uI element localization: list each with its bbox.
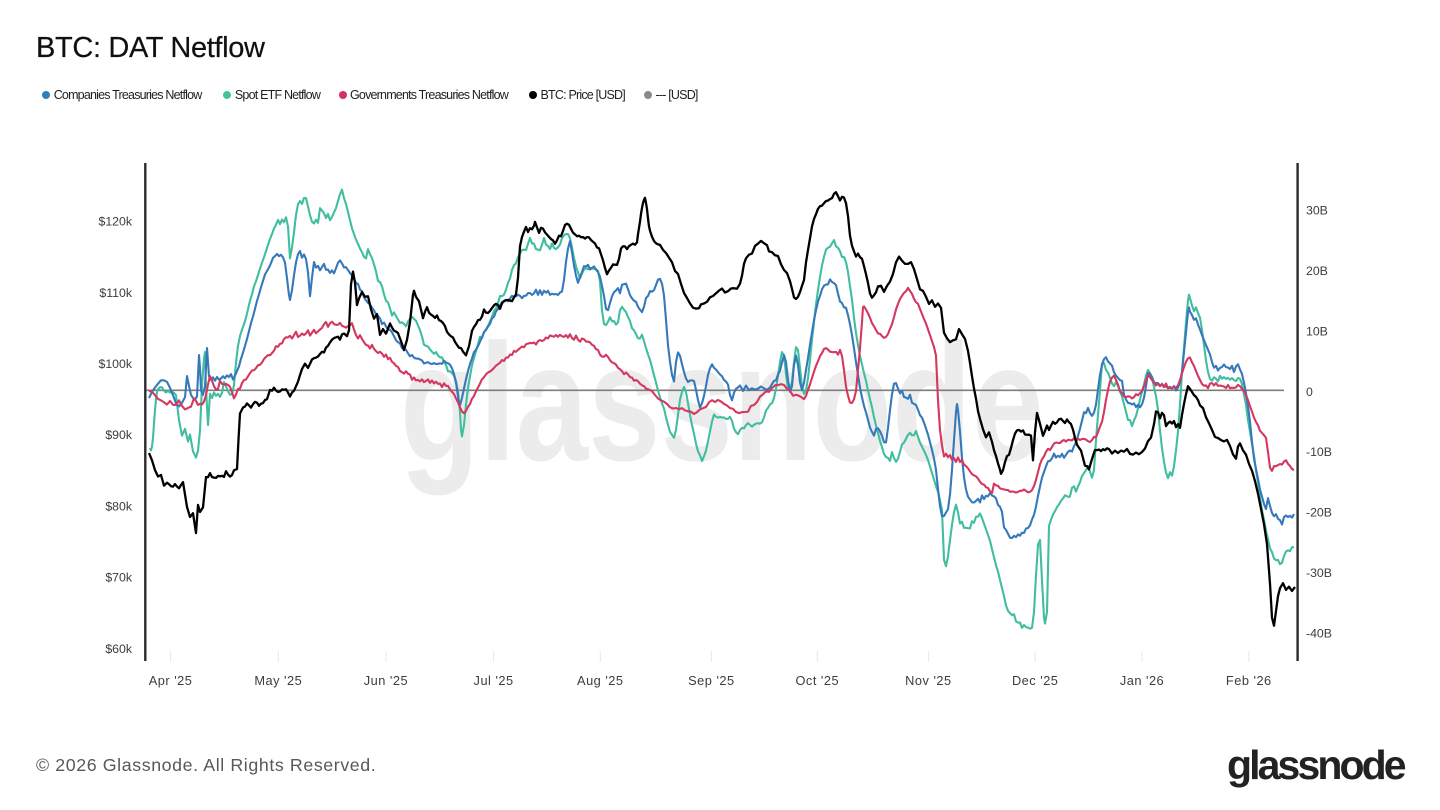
svg-text:Jun '25: Jun '25 bbox=[364, 673, 408, 688]
svg-text:May '25: May '25 bbox=[254, 673, 302, 688]
svg-text:Nov '25: Nov '25 bbox=[905, 673, 952, 688]
svg-text:0: 0 bbox=[1306, 385, 1313, 399]
svg-text:Dec '25: Dec '25 bbox=[1012, 673, 1059, 688]
svg-text:20B: 20B bbox=[1306, 264, 1328, 278]
svg-text:$100k: $100k bbox=[98, 357, 132, 371]
svg-text:Sep '25: Sep '25 bbox=[688, 673, 735, 688]
svg-text:Aug '25: Aug '25 bbox=[577, 673, 624, 688]
svg-text:-20B: -20B bbox=[1306, 506, 1332, 520]
svg-text:$60k: $60k bbox=[105, 642, 133, 656]
svg-text:$110k: $110k bbox=[99, 286, 132, 300]
svg-text:Jan '26: Jan '26 bbox=[1120, 673, 1164, 688]
svg-text:-30B: -30B bbox=[1306, 566, 1332, 580]
svg-text:$70k: $70k bbox=[105, 571, 133, 585]
svg-text:$90k: $90k bbox=[105, 428, 133, 442]
svg-text:10B: 10B bbox=[1306, 324, 1328, 338]
svg-text:Apr '25: Apr '25 bbox=[149, 673, 193, 688]
svg-text:30B: 30B bbox=[1306, 204, 1328, 218]
svg-text:Oct '25: Oct '25 bbox=[795, 673, 839, 688]
svg-text:-10B: -10B bbox=[1306, 445, 1332, 459]
svg-text:Jul '25: Jul '25 bbox=[474, 673, 514, 688]
svg-text:Feb '26: Feb '26 bbox=[1226, 673, 1272, 688]
svg-text:-40B: -40B bbox=[1306, 627, 1332, 641]
svg-text:$80k: $80k bbox=[105, 499, 133, 513]
svg-text:$120k: $120k bbox=[98, 215, 132, 229]
